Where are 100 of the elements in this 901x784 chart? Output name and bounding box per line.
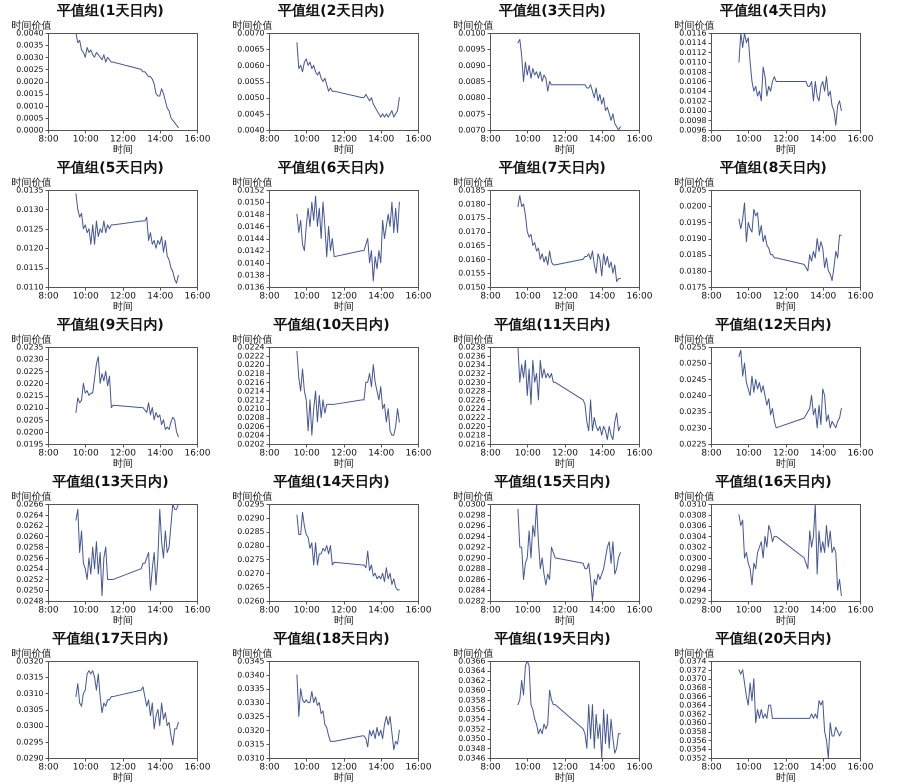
- x-axis-title: 时间: [555, 144, 575, 156]
- x-tick-label: 8:00: [480, 762, 501, 772]
- chart-title: 平值组(18天日内): [272, 631, 390, 647]
- x-tick-label: 10:00: [72, 606, 99, 616]
- x-tick-label: 14:00: [368, 448, 394, 458]
- line-series: [75, 193, 179, 284]
- chart-title: 平值组(5天日内): [56, 160, 164, 176]
- x-tick-label: 16:00: [626, 448, 653, 458]
- x-tick-label: 12:00: [773, 448, 800, 458]
- x-tick-label: 8:00: [38, 448, 59, 458]
- x-tick-label: 14:00: [147, 292, 174, 302]
- line-series: [517, 195, 621, 282]
- x-tick-label: 14:00: [810, 448, 836, 458]
- x-tick-label: 10:00: [514, 606, 541, 616]
- y-axis-title: 时间价值: [232, 648, 272, 660]
- x-tick-label: 14:00: [147, 762, 174, 772]
- x-tick-label: 16:00: [184, 606, 211, 616]
- x-tick-label: 14:00: [147, 134, 174, 144]
- x-axis-title: 时间: [555, 458, 575, 470]
- y-axis-title: 时间价值: [674, 648, 714, 660]
- chart-title: 平值组(9天日内): [56, 317, 164, 333]
- x-tick-label: 10:00: [72, 762, 99, 772]
- x-tick-label: 8:00: [480, 134, 501, 144]
- x-tick-label: 16:00: [848, 134, 874, 144]
- x-tick-label: 10:00: [736, 134, 762, 144]
- x-tick-label: 12:00: [331, 448, 358, 458]
- x-tick-label: 16:00: [626, 606, 653, 616]
- x-tick-label: 12:00: [110, 134, 136, 144]
- x-tick-label: 16:00: [848, 448, 874, 458]
- x-tick-label: 16:00: [626, 134, 653, 144]
- chart-title: 平值组(17天日内): [51, 631, 169, 647]
- y-axis-title: 时间价值: [12, 176, 52, 188]
- x-tick-label: 10:00: [736, 448, 762, 458]
- x-tick-label: 8:00: [259, 292, 280, 302]
- x-axis-title: 时间: [776, 300, 796, 312]
- chart-title: 平值组(20天日内): [714, 631, 832, 647]
- x-tick-label: 16:00: [406, 292, 432, 302]
- x-tick-label: 16:00: [406, 134, 432, 144]
- x-tick-label: 16:00: [406, 448, 432, 458]
- y-axis-title: 时间价值: [12, 648, 52, 660]
- x-axis-title: 时间: [334, 458, 354, 470]
- line-series: [738, 504, 842, 596]
- x-axis-title: 时间: [334, 772, 354, 784]
- x-tick-label: 16:00: [184, 448, 211, 458]
- x-axis-title: 时间: [776, 458, 796, 470]
- x-tick-label: 12:00: [331, 292, 358, 302]
- x-tick-label: 12:00: [110, 448, 136, 458]
- y-axis-title: 时间价值: [454, 176, 494, 188]
- line-series: [75, 356, 179, 438]
- line-series: [517, 38, 621, 130]
- chart-title: 平值组(12天日内): [714, 317, 832, 333]
- x-tick-label: 14:00: [810, 606, 836, 616]
- x-tick-label: 10:00: [736, 292, 762, 302]
- line-series: [296, 674, 400, 750]
- x-tick-label: 14:00: [810, 762, 836, 772]
- line-series: [75, 670, 179, 746]
- y-axis-title: 时间价值: [232, 490, 272, 502]
- x-tick-label: 8:00: [38, 292, 59, 302]
- line-series: [296, 42, 400, 118]
- chart-title: 平值组(10天日内): [272, 317, 390, 333]
- line-series: [75, 504, 179, 596]
- x-tick-label: 12:00: [110, 292, 136, 302]
- x-tick-label: 12:00: [773, 606, 800, 616]
- x-axis-title: 时间: [776, 144, 796, 156]
- chart-title: 平值组(13天日内): [51, 474, 169, 490]
- line-series: [738, 202, 842, 282]
- y-axis-title: 时间价值: [454, 20, 494, 32]
- chart-title: 平值组(4天日内): [719, 3, 827, 19]
- x-tick-label: 14:00: [368, 134, 394, 144]
- x-axis-title: 时间: [113, 772, 133, 784]
- chart-title: 平值组(14天日内): [272, 474, 390, 490]
- x-tick-label: 12:00: [331, 134, 358, 144]
- x-tick-label: 14:00: [810, 292, 836, 302]
- x-tick-label: 16:00: [406, 762, 432, 772]
- x-axis-title: 时间: [776, 614, 796, 626]
- chart-title: 平值组(19天日内): [493, 631, 611, 647]
- x-tick-label: 16:00: [848, 292, 874, 302]
- x-tick-label: 10:00: [72, 292, 99, 302]
- x-tick-label: 10:00: [736, 606, 762, 616]
- x-tick-label: 8:00: [38, 134, 59, 144]
- x-tick-label: 8:00: [480, 606, 501, 616]
- x-tick-label: 8:00: [701, 448, 722, 458]
- x-tick-label: 16:00: [406, 606, 432, 616]
- x-tick-label: 12:00: [110, 606, 136, 616]
- x-tick-label: 12:00: [110, 762, 136, 772]
- y-axis-title: 时间价值: [674, 490, 714, 502]
- x-tick-label: 10:00: [294, 606, 320, 616]
- x-tick-label: 10:00: [514, 134, 541, 144]
- y-axis-title: 时间价值: [12, 490, 52, 502]
- line-series: [296, 350, 400, 436]
- x-tick-label: 16:00: [184, 134, 211, 144]
- line-series: [75, 33, 179, 128]
- line-series: [517, 347, 621, 440]
- x-tick-label: 8:00: [701, 762, 722, 772]
- x-tick-label: 16:00: [848, 762, 874, 772]
- chart-title: 平值组(1天日内): [56, 3, 164, 19]
- x-tick-label: 14:00: [589, 292, 616, 302]
- line-series: [517, 504, 621, 601]
- x-tick-label: 12:00: [773, 292, 800, 302]
- line-series: [738, 350, 842, 428]
